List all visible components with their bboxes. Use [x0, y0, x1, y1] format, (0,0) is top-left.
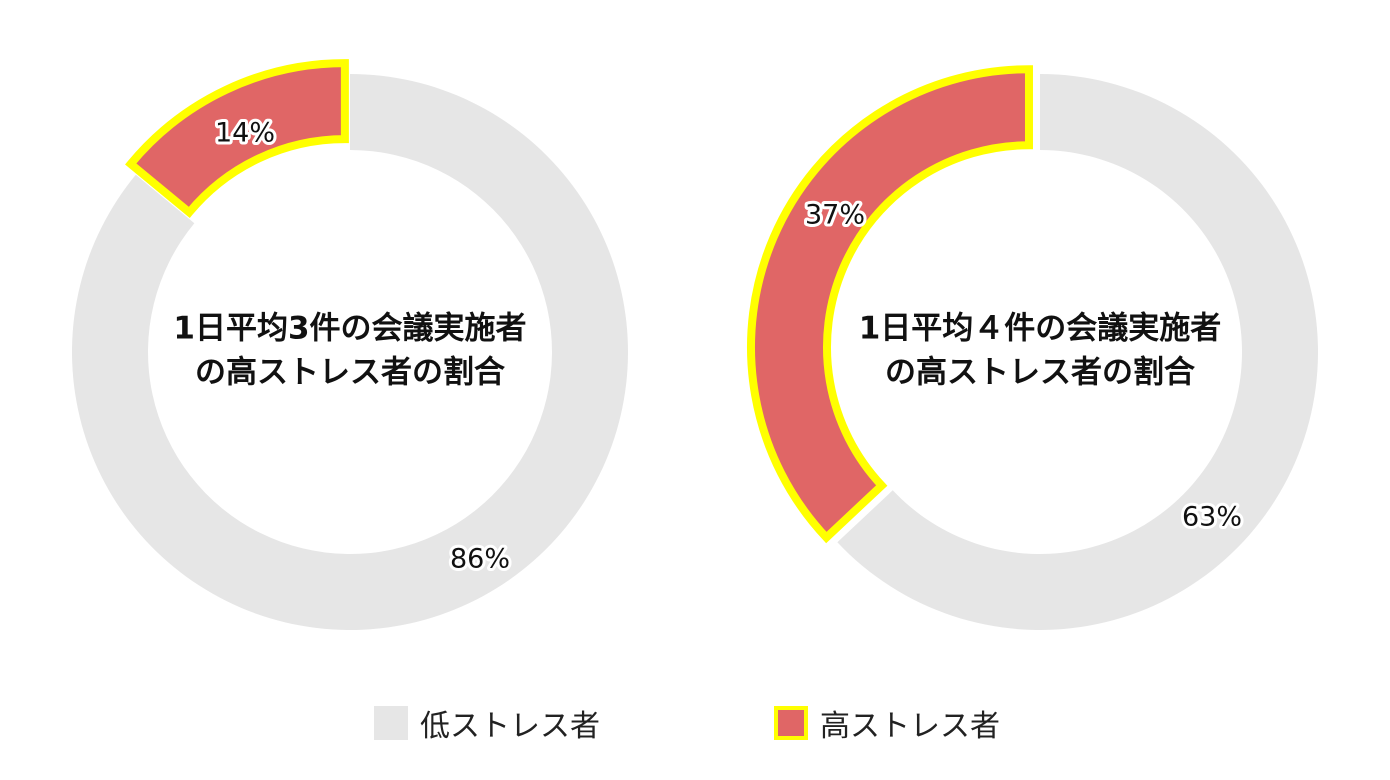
legend-item-low: 低ストレス者 [374, 700, 600, 746]
legend-label-low: 低ストレス者 [420, 709, 600, 744]
label-high-stress-pct: 14% [215, 118, 275, 149]
chart-title-line-1: 1日平均４件の会議実施者 [859, 311, 1222, 347]
label-low-stress-pct: 63% [1182, 502, 1242, 533]
slice-low-stress [837, 74, 1318, 630]
chart-title-line-2: の高ストレス者の割合 [195, 355, 505, 391]
legend-swatch-high [774, 706, 808, 740]
legend-item-high: 高ストレス者 [774, 700, 1000, 746]
legend-swatch-low [374, 706, 408, 740]
chart-title-line-1: 1日平均3件の会議実施者 [173, 311, 526, 347]
legend-label-high: 高ストレス者 [820, 709, 1000, 744]
chart-title-line-2: の高ストレス者の割合 [885, 355, 1195, 391]
label-low-stress-pct: 86% [450, 544, 510, 575]
label-high-stress-pct: 37% [805, 200, 865, 231]
slice-high-stress [125, 59, 349, 219]
slice-high-stress [747, 65, 1033, 544]
